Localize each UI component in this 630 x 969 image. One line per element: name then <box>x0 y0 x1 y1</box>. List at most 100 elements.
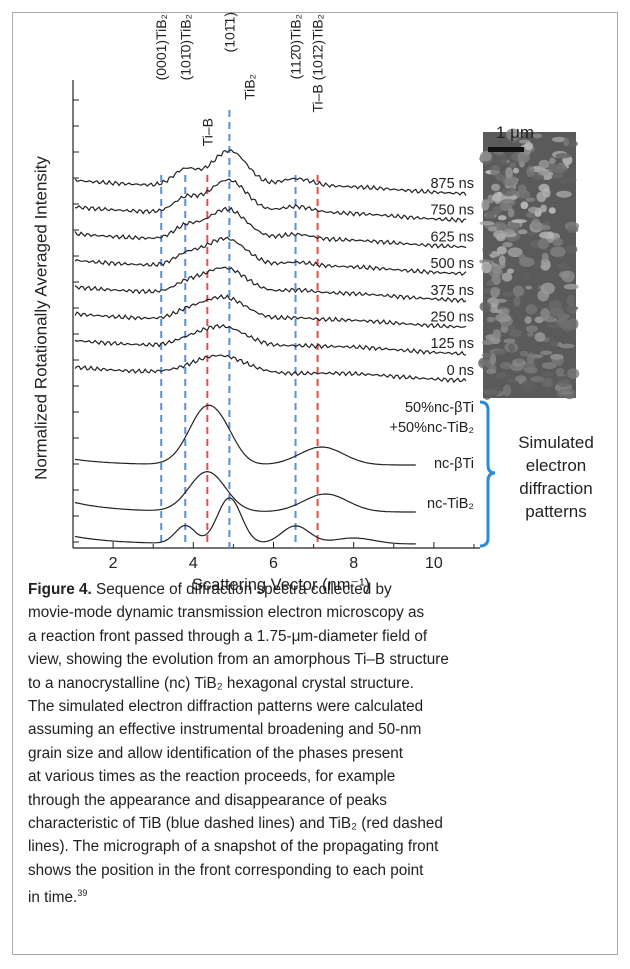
time-label: 250 ns <box>430 310 474 326</box>
grain <box>525 142 533 150</box>
grain <box>487 317 496 322</box>
caption-line: movie-mode dynamic transmission electron… <box>28 604 424 621</box>
spectrum <box>75 295 466 328</box>
grain <box>539 160 550 169</box>
grain <box>492 194 502 202</box>
caption-line: lines). The micrograph of a snapshot of … <box>28 838 438 855</box>
y-axis-label: Normalized Rotationally Averaged Intensi… <box>31 156 50 480</box>
grain <box>568 318 579 330</box>
peak-sublabel: TiB₂ <box>241 74 257 100</box>
grain <box>501 187 517 196</box>
caption-line: through the appearance and disappearance… <box>28 792 387 809</box>
x-tick-label: 2 <box>109 555 118 572</box>
grain <box>514 296 521 307</box>
grain <box>560 179 567 184</box>
grain <box>482 245 492 255</box>
spectrum <box>75 355 466 382</box>
time-label: 750 ns <box>430 203 474 219</box>
grain <box>550 308 564 316</box>
grain <box>520 351 529 357</box>
grain <box>539 232 554 239</box>
bracket-label: Simulated <box>518 433 594 452</box>
caption-line: shows the position in the front correspo… <box>28 862 423 879</box>
x-tick-label: 8 <box>349 555 358 572</box>
grain <box>549 207 556 214</box>
bracket-label: patterns <box>525 502 586 521</box>
peak-label: (0001)TiB₂ <box>153 14 169 80</box>
grain <box>527 352 535 363</box>
x-tick-label: 4 <box>189 555 198 572</box>
grain <box>526 166 535 177</box>
grain <box>498 215 507 220</box>
scale-bar-label: 1 μm <box>496 123 534 142</box>
grain <box>561 271 574 283</box>
grain <box>503 365 511 369</box>
grain <box>547 323 561 328</box>
grain <box>526 198 535 202</box>
simulated-label: 50%nc-βTi <box>405 400 474 416</box>
peak-label: (101̄0)TiB₂ <box>177 14 193 80</box>
caption-line-wrap: characteristic of TiB (blue dashed lines… <box>28 812 608 835</box>
grain <box>495 313 511 322</box>
bracket <box>480 402 495 546</box>
spectrum <box>75 179 466 222</box>
grain <box>542 372 555 376</box>
grain <box>538 238 549 249</box>
caption-line-wrap: at various times as the reaction proceed… <box>28 765 608 788</box>
grain <box>518 229 527 234</box>
page: Normalized Rotationally Averaged Intensi… <box>0 0 630 969</box>
simulated-label: nc-βTi <box>434 456 474 472</box>
grain <box>567 226 578 233</box>
grain <box>480 151 492 162</box>
grain <box>564 284 579 290</box>
grain <box>518 184 527 193</box>
grain <box>520 201 528 209</box>
scale-bar <box>488 147 524 152</box>
peak-label: Ti–B (101̄2)TiB₂ <box>310 14 326 113</box>
spectrum <box>75 325 466 355</box>
grain <box>556 191 571 198</box>
caption-line: a reaction front passed through a 1.75-μ… <box>28 628 427 645</box>
time-label: 625 ns <box>430 229 474 245</box>
grain <box>480 302 492 312</box>
caption-line: grain size and allow identification of t… <box>28 745 403 762</box>
grain <box>538 170 549 175</box>
grain <box>500 322 509 328</box>
grain <box>519 254 526 260</box>
grain <box>542 253 549 263</box>
caption-line: The simulated electron diffraction patte… <box>28 698 423 715</box>
grain <box>505 167 513 178</box>
caption-ref: 39 <box>77 888 87 898</box>
grain <box>550 247 566 257</box>
time-label: 375 ns <box>430 283 474 299</box>
grain <box>524 367 538 374</box>
grain <box>547 164 562 173</box>
grain <box>540 308 550 320</box>
grain <box>526 304 538 314</box>
peak-label: Ti–B <box>199 118 215 146</box>
caption-line-wrap: The simulated electron diffraction patte… <box>28 695 608 718</box>
grain <box>525 286 532 290</box>
grain <box>507 379 515 383</box>
grain <box>494 299 507 303</box>
caption-line-wrap: grain size and allow identification of t… <box>28 742 608 765</box>
caption: Figure 4. Sequence of diffraction spectr… <box>28 578 608 910</box>
spectrum <box>75 150 466 196</box>
grain <box>559 344 575 349</box>
caption-label: Figure 4. <box>28 581 92 598</box>
grain <box>522 272 530 280</box>
grain <box>560 391 573 395</box>
grain <box>508 344 515 353</box>
caption-line-wrap: lines). The micrograph of a snapshot of … <box>28 835 608 858</box>
grain <box>517 151 530 163</box>
grain <box>550 354 564 360</box>
time-label: 875 ns <box>430 176 474 192</box>
grain <box>482 353 491 358</box>
grain <box>527 332 534 337</box>
grain <box>552 238 563 246</box>
grain <box>490 287 500 295</box>
micrograph <box>478 129 579 400</box>
grain <box>502 292 513 297</box>
grain <box>485 211 495 219</box>
grain <box>493 350 507 354</box>
